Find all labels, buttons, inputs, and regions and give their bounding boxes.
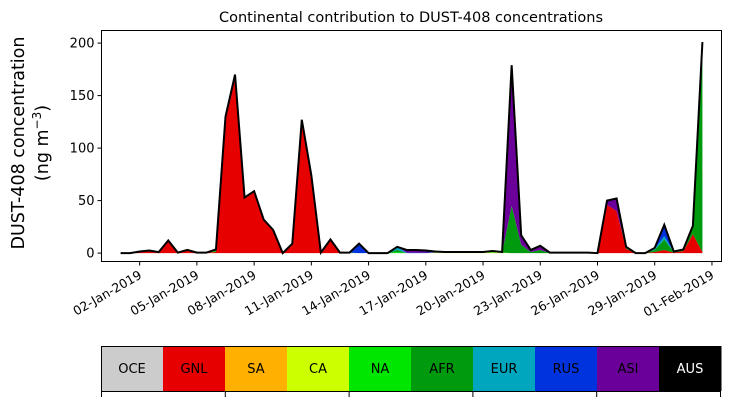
colorbar-cell-gnl	[163, 346, 226, 391]
y-tick-label: 100	[70, 142, 95, 157]
colorbar-label: AFR	[429, 362, 454, 377]
colorbar-cell-sa	[225, 346, 288, 391]
colorbar-frame	[101, 346, 721, 392]
colorbar-legend: OCE GNL SA CA NA AFR EUR RUS ASI AUS	[101, 346, 722, 397]
colorbar-label: GNL	[180, 362, 208, 377]
colorbar-label: CA	[309, 362, 327, 377]
y-axis: 0 50 100 150 200	[70, 37, 102, 262]
colorbar-cell-afr	[411, 346, 474, 391]
y-axis-unit-close: )	[33, 105, 53, 112]
colorbar-label: SA	[247, 362, 264, 377]
y-axis-label-line1: DUST-408 concentration	[9, 37, 29, 250]
stacked-areas	[120, 42, 703, 254]
colorbar-cell-oce	[101, 346, 164, 391]
y-axis-unit-exponent: −3	[30, 112, 44, 130]
y-tick-label: 150	[70, 89, 95, 104]
colorbar-cell-aus	[659, 346, 722, 391]
y-axis-label-line2: (ng m−3)	[30, 105, 53, 181]
y-axis-label: DUST-408 concentration (ng m−3)	[9, 37, 53, 250]
colorbar-label: EUR	[491, 362, 518, 377]
y-tick-label: 200	[70, 37, 95, 52]
colorbar-label: OCE	[118, 362, 146, 377]
area-gnl	[120, 74, 703, 254]
colorbar-label: ASI	[618, 362, 639, 377]
colorbar-label: AUS	[677, 362, 704, 377]
colorbar-cell-rus	[535, 346, 598, 391]
colorbar-cell-na	[349, 346, 412, 391]
total-line	[120, 41, 704, 256]
y-tick-label: 0	[86, 247, 94, 262]
plot-frame	[101, 30, 722, 262]
colorbar-label: NA	[371, 362, 390, 377]
colorbar-cell-ca	[287, 346, 350, 391]
y-tick-label: 50	[78, 194, 95, 209]
colorbar-cell-asi	[597, 346, 660, 391]
colorbar-cell-eur	[473, 346, 536, 391]
y-axis-unit: (ng m	[33, 129, 53, 181]
x-axis: 02-Jan-201905-Jan-201908-Jan-201911-Jan-…	[70, 261, 716, 320]
chart-title: Continental contribution to DUST-408 con…	[219, 10, 603, 26]
colorbar-label: RUS	[553, 362, 580, 377]
